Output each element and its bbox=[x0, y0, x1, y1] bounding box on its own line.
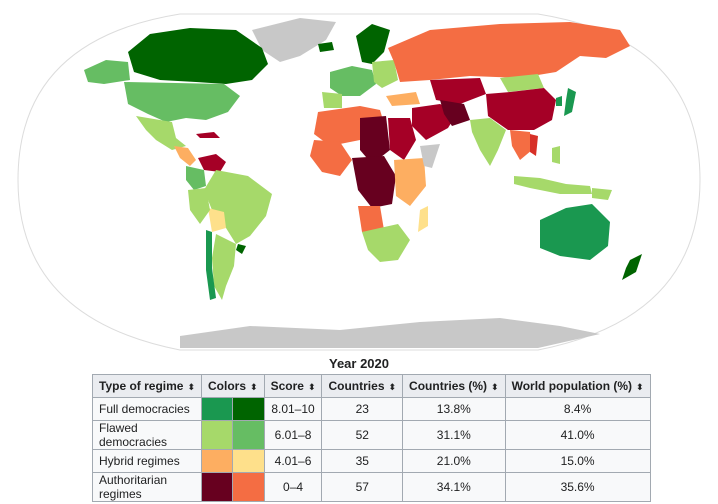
countries-pct: 21.0% bbox=[402, 449, 506, 473]
color-swatch bbox=[201, 397, 234, 421]
header-population-pct[interactable]: World population (%) ⬍ bbox=[504, 374, 651, 398]
region-japan bbox=[564, 88, 576, 116]
region-southern-africa bbox=[362, 224, 410, 262]
region-philippines bbox=[552, 146, 560, 164]
table-row: Authoritarian regimes 0–4 57 34.1% 35.6% bbox=[91, 472, 651, 502]
regime-type: Full democracies bbox=[91, 397, 203, 421]
region-uruguay bbox=[236, 244, 246, 254]
countries: 23 bbox=[321, 397, 404, 421]
color-swatch bbox=[201, 420, 234, 450]
region-angola bbox=[358, 206, 384, 232]
sort-icon[interactable]: ⬍ bbox=[491, 382, 499, 392]
region-iberia bbox=[322, 92, 342, 108]
region-horn-africa bbox=[420, 144, 440, 168]
region-central-africa bbox=[352, 156, 396, 208]
color-swatch bbox=[232, 472, 265, 502]
regime-type: Hybrid regimes bbox=[91, 449, 203, 473]
population-pct: 15.0% bbox=[504, 449, 651, 473]
header-countries[interactable]: Countries ⬍ bbox=[321, 374, 404, 398]
democracy-index-world-map bbox=[17, 13, 701, 351]
region-west-africa bbox=[310, 140, 352, 176]
table-caption: Year 2020 bbox=[328, 356, 389, 371]
region-usa bbox=[124, 82, 240, 122]
region-brazil bbox=[204, 170, 272, 244]
table-row: Flawed democracies 6.01–8 52 31.1% 41.0% bbox=[91, 420, 651, 450]
sort-icon[interactable]: ⬍ bbox=[187, 382, 196, 392]
region-central-america bbox=[174, 146, 196, 166]
score: 8.01–10 bbox=[263, 397, 323, 421]
sort-icon[interactable]: ⬍ bbox=[250, 382, 258, 392]
region-western-europe bbox=[330, 66, 376, 96]
regime-type: Flawed democracies bbox=[91, 420, 203, 450]
region-mongolia bbox=[500, 74, 544, 92]
region-indonesia bbox=[514, 176, 592, 194]
table-header-row: Type of regime ⬍ Colors ⬍ Score ⬍ Countries… bbox=[91, 374, 651, 398]
region-china bbox=[486, 88, 556, 130]
region-peru bbox=[188, 188, 210, 224]
color-swatch bbox=[201, 472, 234, 502]
population-pct: 8.4% bbox=[504, 397, 651, 421]
region-korea bbox=[556, 96, 562, 106]
population-pct: 41.0% bbox=[504, 420, 651, 450]
header-type[interactable]: Type of regime ⬍ bbox=[91, 374, 203, 398]
region-bolivia bbox=[208, 208, 226, 232]
countries-pct: 34.1% bbox=[402, 472, 506, 502]
population-pct: 35.6% bbox=[504, 472, 651, 502]
regime-table: Type of regime ⬍ Colors ⬍ Score ⬍ Countries… bbox=[91, 374, 651, 502]
region-central-asia bbox=[430, 78, 486, 104]
countries-pct: 13.8% bbox=[402, 397, 506, 421]
region-antarctica bbox=[180, 318, 600, 348]
region-venezuela bbox=[198, 154, 226, 172]
region-east-africa bbox=[394, 158, 426, 206]
region-colombia bbox=[186, 166, 206, 190]
countries: 52 bbox=[321, 420, 404, 450]
region-turkey bbox=[386, 92, 420, 106]
region-cuba bbox=[196, 132, 220, 138]
region-egypt-sudan bbox=[388, 118, 416, 160]
sort-icon[interactable]: ⬍ bbox=[388, 382, 397, 392]
header-colors[interactable]: Colors ⬍ bbox=[201, 374, 265, 398]
region-scandinavia bbox=[356, 24, 390, 64]
sort-icon[interactable]: ⬍ bbox=[636, 382, 644, 392]
countries: 35 bbox=[321, 449, 404, 473]
region-mexico bbox=[136, 116, 186, 150]
region-new-zealand bbox=[622, 254, 642, 280]
score: 0–4 bbox=[263, 472, 323, 502]
region-australia bbox=[540, 204, 610, 260]
region-canada bbox=[128, 28, 268, 84]
header-countries-pct[interactable]: Countries (%) ⬍ bbox=[402, 374, 506, 398]
sort-icon[interactable]: ⬍ bbox=[307, 382, 316, 392]
region-vietnam bbox=[530, 134, 538, 156]
score: 4.01–6 bbox=[263, 449, 323, 473]
region-chile bbox=[206, 230, 216, 300]
region-russia bbox=[388, 22, 630, 82]
region-eastern-europe bbox=[372, 60, 398, 88]
countries-pct: 31.1% bbox=[402, 420, 506, 450]
regime-type: Authoritarian regimes bbox=[91, 472, 203, 502]
color-swatch bbox=[232, 420, 265, 450]
countries: 57 bbox=[321, 472, 404, 502]
color-swatch bbox=[232, 397, 265, 421]
region-greenland bbox=[252, 18, 336, 62]
table-row: Hybrid regimes 4.01–6 35 21.0% 15.0% bbox=[91, 449, 651, 473]
table-row: Full democracies 8.01–10 23 13.8% 8.4% bbox=[91, 397, 651, 421]
color-swatch bbox=[201, 449, 234, 473]
region-india bbox=[470, 118, 506, 166]
region-libya-sahel bbox=[360, 116, 390, 164]
region-argentina bbox=[212, 234, 236, 300]
color-swatch bbox=[232, 449, 265, 473]
region-alaska bbox=[84, 60, 130, 84]
region-madagascar bbox=[418, 206, 428, 232]
region-iran bbox=[440, 100, 470, 126]
header-score[interactable]: Score ⬍ bbox=[263, 374, 323, 398]
region-se-asia bbox=[510, 130, 532, 160]
region-iceland bbox=[318, 42, 334, 52]
region-png bbox=[592, 188, 612, 200]
score: 6.01–8 bbox=[263, 420, 323, 450]
